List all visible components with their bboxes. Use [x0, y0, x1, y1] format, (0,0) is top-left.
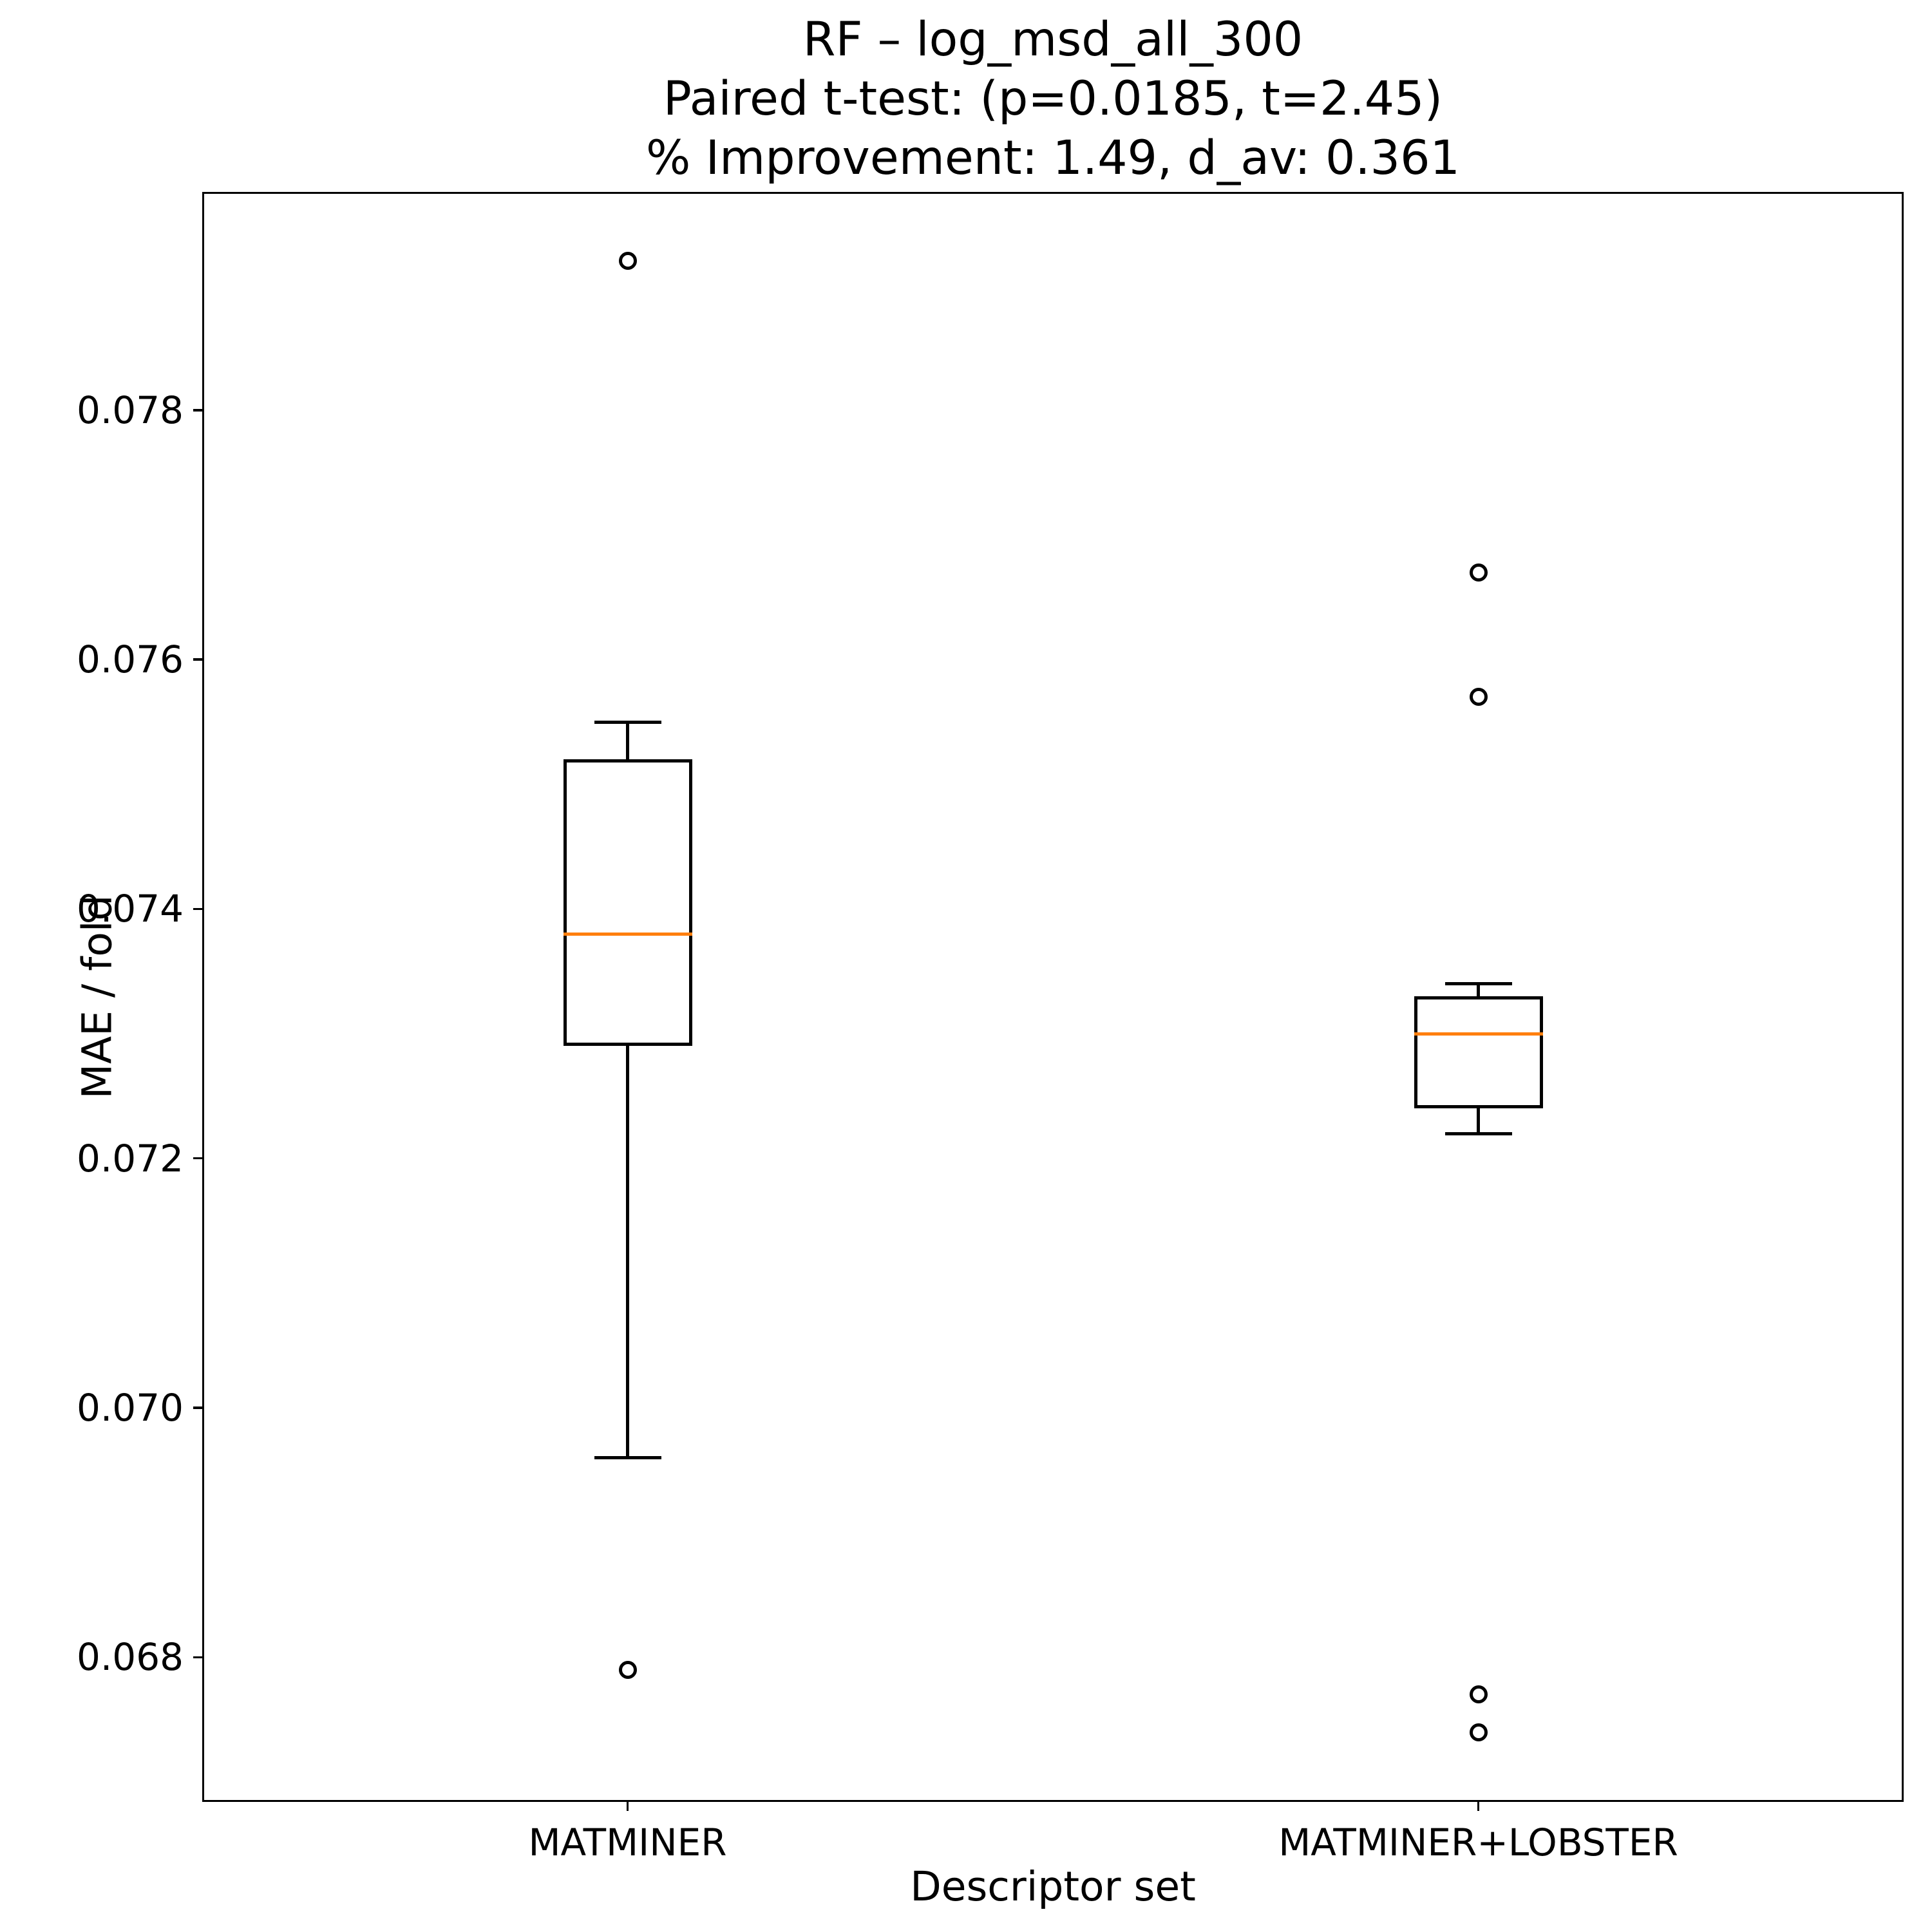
y-tick-mark	[193, 1157, 202, 1160]
y-tick-mark	[193, 907, 202, 911]
x-tick-mark	[1477, 1802, 1480, 1811]
median-line	[563, 932, 692, 936]
y-tick-mark	[193, 409, 202, 412]
y-tick-mark	[193, 658, 202, 661]
whisker-cap-lower	[594, 1456, 661, 1460]
iqr-box	[1414, 996, 1543, 1109]
median-line	[1414, 1032, 1543, 1036]
whisker-cap-lower	[1444, 1132, 1512, 1135]
outlier-point	[1469, 1723, 1488, 1741]
x-tick-label: MATMINER+LOBSTER	[1278, 1821, 1678, 1864]
y-tick-label: 0.078	[76, 388, 184, 432]
x-axis-label: Descriptor set	[910, 1863, 1196, 1910]
whisker-cap-upper	[1444, 982, 1512, 986]
chart-title-line-2: Paired t-test: (p=0.0185, t=2.45)	[663, 71, 1443, 126]
chart-title-line-3: % Improvement: 1.49, d_av: 0.361	[646, 131, 1460, 185]
chart-title-line-1: RF – log_msd_all_300	[802, 12, 1303, 67]
y-tick-label: 0.074	[76, 887, 184, 931]
plot-area	[202, 192, 1904, 1802]
whisker-upper	[626, 722, 629, 760]
y-tick-mark	[193, 1656, 202, 1659]
outlier-point	[618, 251, 637, 270]
whisker-lower	[1477, 1108, 1480, 1134]
outlier-point	[618, 1660, 637, 1679]
whisker-lower	[626, 1046, 629, 1458]
outlier-point	[1469, 688, 1488, 706]
outlier-point	[1469, 1685, 1488, 1704]
x-tick-mark	[626, 1802, 629, 1811]
y-tick-label: 0.068	[76, 1635, 184, 1680]
whisker-upper	[1477, 983, 1480, 997]
y-tick-label: 0.076	[76, 638, 184, 682]
whisker-cap-upper	[594, 720, 661, 724]
chart-title: RF – log_msd_all_300 Paired t-test: (p=0…	[280, 10, 1826, 188]
y-tick-label: 0.070	[76, 1386, 184, 1430]
iqr-box	[563, 759, 692, 1046]
outlier-point	[1469, 563, 1488, 582]
y-tick-label: 0.072	[76, 1136, 184, 1180]
x-tick-label: MATMINER	[528, 1821, 727, 1864]
y-tick-mark	[193, 1406, 202, 1409]
